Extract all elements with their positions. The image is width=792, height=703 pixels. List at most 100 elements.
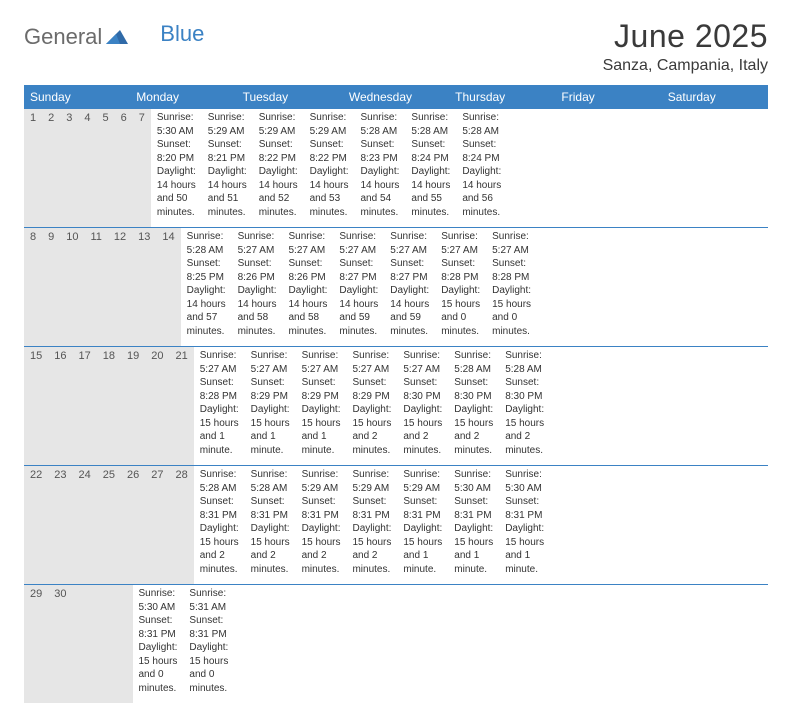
daylight-text-2: and 1 minute. — [200, 430, 239, 457]
day-content-row: Sunrise: 5:28 AMSunset: 8:31 PMDaylight:… — [194, 466, 550, 584]
daylight-text-1: Daylight: 15 hours — [403, 403, 442, 430]
weekday-header: Thursday — [449, 85, 555, 109]
sunrise-text: Sunrise: 5:28 AM — [505, 349, 544, 376]
daylight-text-2: and 55 minutes. — [411, 192, 450, 219]
daylight-text-2: and 53 minutes. — [310, 192, 349, 219]
daylight-text-1: Daylight: 15 hours — [492, 284, 531, 311]
day-number: 11 — [85, 228, 108, 346]
sunrise-text: Sunrise: 5:27 AM — [200, 349, 239, 376]
day-number: 16 — [48, 347, 72, 465]
day-cell: Sunrise: 5:27 AMSunset: 8:26 PMDaylight:… — [232, 228, 283, 346]
daylight-text-1: Daylight: 14 hours — [339, 284, 378, 311]
day-cell: Sunrise: 5:27 AMSunset: 8:26 PMDaylight:… — [282, 228, 333, 346]
day-cell: Sunrise: 5:27 AMSunset: 8:28 PMDaylight:… — [486, 228, 537, 346]
sunrise-text: Sunrise: 5:27 AM — [251, 349, 290, 376]
daylight-text-2: and 59 minutes. — [339, 311, 378, 338]
sunset-text: Sunset: 8:26 PM — [238, 257, 277, 284]
day-cell: Sunrise: 5:31 AMSunset: 8:31 PMDaylight:… — [183, 585, 234, 703]
day-number: 1 — [24, 109, 42, 227]
daylight-text-1: Daylight: 15 hours — [139, 641, 178, 668]
daylight-text-1: Daylight: 15 hours — [352, 522, 391, 549]
sunset-text: Sunset: 8:23 PM — [361, 138, 400, 165]
day-cell: Sunrise: 5:27 AMSunset: 8:28 PMDaylight:… — [194, 347, 245, 465]
day-number: 18 — [97, 347, 121, 465]
day-cell: Sunrise: 5:28 AMSunset: 8:31 PMDaylight:… — [245, 466, 296, 584]
daylight-text-1: Daylight: 15 hours — [200, 522, 239, 549]
daylight-text-2: and 52 minutes. — [259, 192, 298, 219]
weekday-header: Tuesday — [237, 85, 343, 109]
daylight-text-2: and 58 minutes. — [238, 311, 277, 338]
day-number — [97, 585, 109, 703]
calendar-week: 891011121314Sunrise: 5:28 AMSunset: 8:25… — [24, 228, 768, 347]
sunset-text: Sunset: 8:27 PM — [339, 257, 378, 284]
day-number: 15 — [24, 347, 48, 465]
calendar-week: 2930Sunrise: 5:30 AMSunset: 8:31 PMDayli… — [24, 585, 768, 703]
sunset-text: Sunset: 8:20 PM — [157, 138, 196, 165]
daylight-text-2: and 0 minutes. — [189, 668, 228, 695]
brand-part1: General — [24, 24, 102, 50]
day-content-row: Sunrise: 5:30 AM Sunset: 8:31 PM Daylight:… — [133, 585, 295, 703]
day-number: 8 — [24, 228, 42, 346]
day-cell: Sunrise: 5:27 AMSunset: 8:28 PMDaylight:… — [435, 228, 486, 346]
sunrise-text: Sunrise: 5:27 AM — [302, 349, 341, 376]
sunset-text: Sunset: 8:29 PM — [251, 376, 290, 403]
sunset-text: Sunset: 8:30 PM — [454, 376, 493, 403]
day-cell: Sunrise: 5:29 AMSunset: 8:21 PMDaylight:… — [202, 109, 253, 227]
sunrise-text: Sunrise: 5:27 AM — [238, 230, 277, 257]
sunrise-text: Sunrise: 5:27 AM — [339, 230, 378, 257]
daylight-text-1: Daylight: 14 hours — [238, 284, 277, 311]
day-number: 29 — [24, 585, 48, 703]
sunrise-text: Sunrise: 5:29 AM — [208, 111, 247, 138]
sunset-text: Sunset: 8:31 PM — [403, 495, 442, 522]
sunrise-text: Sunrise: 5:27 AM — [390, 230, 429, 257]
sunrise-text: Sunrise: 5:30 AM — [139, 587, 178, 614]
sunrise-text: Sunrise: 5:30 AM — [454, 468, 493, 495]
day-cell: Sunrise: 5:28 AMSunset: 8:25 PMDaylight:… — [181, 228, 232, 346]
day-content-row: Sunrise: 5:27 AMSunset: 8:28 PMDaylight:… — [194, 347, 550, 465]
day-cell: Sunrise: 5:28 AMSunset: 8:24 PMDaylight:… — [405, 109, 456, 227]
day-number: 21 — [170, 347, 194, 465]
sunset-text: Sunset: 8:25 PM — [187, 257, 226, 284]
daylight-text-1: Daylight: 14 hours — [411, 165, 450, 192]
day-number: 14 — [156, 228, 180, 346]
sunset-text: Sunset: 8:29 PM — [302, 376, 341, 403]
brand-logo: General Blue — [24, 24, 204, 50]
day-number: 23 — [48, 466, 72, 584]
daylight-text-1: Daylight: 14 hours — [157, 165, 196, 192]
day-number: 19 — [121, 347, 145, 465]
day-number: 25 — [97, 466, 121, 584]
sunrise-text: Sunrise: 5:28 AM — [454, 349, 493, 376]
day-number: 7 — [133, 109, 151, 227]
daylight-text-2: and 54 minutes. — [361, 192, 400, 219]
day-cell: Sunrise: 5:27 AMSunset: 8:29 PMDaylight:… — [296, 347, 347, 465]
daylight-text-1: Daylight: 14 hours — [187, 284, 226, 311]
day-cell — [246, 585, 258, 703]
sunset-text: Sunset: 8:28 PM — [441, 257, 480, 284]
daylight-text-1: Daylight: 14 hours — [361, 165, 400, 192]
daylight-text-1: Daylight: 14 hours — [310, 165, 349, 192]
day-number: 10 — [60, 228, 84, 346]
day-content-row: Sunrise: 5:28 AMSunset: 8:25 PMDaylight:… — [181, 228, 537, 346]
sunset-text: Sunset: 8:29 PM — [352, 376, 391, 403]
day-number: 28 — [170, 466, 194, 584]
day-cell: Sunrise: 5:27 AMSunset: 8:30 PMDaylight:… — [397, 347, 448, 465]
day-number: 30 — [48, 585, 72, 703]
sunset-text: Sunset: 8:22 PM — [259, 138, 298, 165]
day-number-row: 2930 — [24, 585, 133, 703]
day-cell: Sunrise: 5:29 AMSunset: 8:31 PMDaylight:… — [346, 466, 397, 584]
sunrise-text: Sunrise: 5:30 AM — [157, 111, 196, 138]
day-number-row: 15161718192021 — [24, 347, 194, 465]
day-number: 27 — [145, 466, 169, 584]
daylight-text-1: Daylight: 14 hours — [462, 165, 501, 192]
day-cell: Sunrise: 5:30 AMSunset: 8:31 PMDaylight:… — [448, 466, 499, 584]
daylight-text-2: and 2 minutes. — [302, 549, 341, 576]
day-number: 4 — [78, 109, 96, 227]
header: General Blue June 2025 Sanza, Campania, … — [24, 18, 768, 75]
sunset-text: Sunset: 8:31 PM — [189, 614, 228, 641]
daylight-text-1: Daylight: 15 hours — [454, 403, 493, 430]
day-number — [109, 585, 121, 703]
day-number: 6 — [115, 109, 133, 227]
day-cell: Sunrise: 5:29 AMSunset: 8:31 PMDaylight:… — [296, 466, 347, 584]
sunrise-text: Sunrise: 5:29 AM — [352, 468, 391, 495]
day-number — [73, 585, 85, 703]
